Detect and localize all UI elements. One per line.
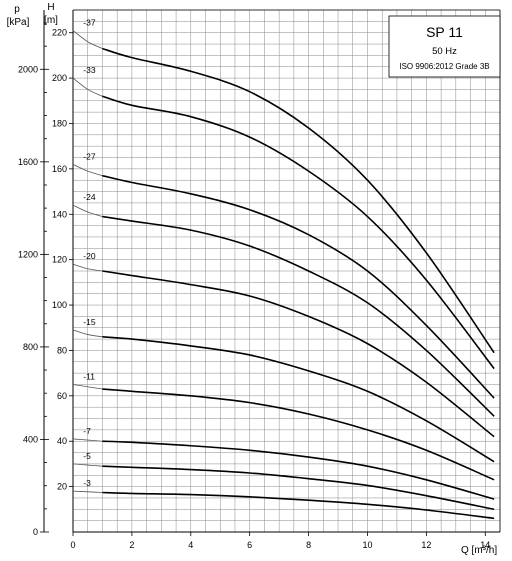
x-tick-label: 8 <box>306 540 311 550</box>
curve-label: -3 <box>83 478 91 488</box>
x-tick-label: 6 <box>247 540 252 550</box>
curve-5 <box>102 465 495 511</box>
curve-15-lead <box>72 329 103 338</box>
head-tick-label: 20 <box>57 482 67 492</box>
head-tick-label: 100 <box>52 300 67 310</box>
pressure-axis-title: p <box>14 4 20 15</box>
curves <box>72 30 495 520</box>
curve-7-lead <box>72 438 103 442</box>
curve-label: -20 <box>83 251 96 261</box>
x-tick-label: 4 <box>188 540 193 550</box>
curve-11 <box>102 388 495 481</box>
x-tick-label: 10 <box>362 540 372 550</box>
legend-frequency: 50 Hz <box>432 46 457 57</box>
curve-label: -15 <box>83 317 96 327</box>
head-tick-label: 80 <box>57 345 67 355</box>
head-axis-title: H <box>47 2 54 13</box>
curve-label: -5 <box>83 451 91 461</box>
head-tick-label: 160 <box>52 164 67 174</box>
curve-3 <box>102 491 495 520</box>
pressure-axis-unit: [kPa] <box>7 17 30 28</box>
x-tick-label: 0 <box>70 540 75 550</box>
curve-label: -37 <box>83 17 96 27</box>
curve-3-lead <box>72 490 103 493</box>
head-tick-label: 40 <box>57 436 67 446</box>
curve-27 <box>102 174 495 399</box>
head-tick-label: 120 <box>52 255 67 265</box>
curve-label: -24 <box>83 192 96 202</box>
head-tick-label: 60 <box>57 391 67 401</box>
curve-label: -27 <box>83 151 96 161</box>
curve-20 <box>102 270 495 438</box>
x-axis-title: Q [m³/h] <box>461 545 497 556</box>
head-tick-label: 200 <box>52 73 67 83</box>
pressure-tick-label: 400 <box>23 434 38 444</box>
x-tick-label: 2 <box>129 540 134 550</box>
curve-24 <box>102 215 495 417</box>
curve-label: -11 <box>83 371 95 381</box>
curve-15 <box>102 336 495 463</box>
curve-37-lead <box>72 30 103 49</box>
head-tick-label: 140 <box>52 209 67 219</box>
curve-label: -7 <box>83 426 91 436</box>
curve-label: -33 <box>83 65 96 75</box>
pressure-tick-label: 2000 <box>18 64 38 74</box>
pressure-tick-label: 0 <box>33 527 38 537</box>
axes <box>40 9 501 536</box>
head-tick-label: 180 <box>52 118 67 128</box>
curve-labels: -37 -33 -27 -24 -20 -15 -11 -7 -5 -3 <box>83 17 96 488</box>
curve-11-lead <box>72 384 103 390</box>
curve-37 <box>102 47 495 354</box>
x-tick-label: 12 <box>421 540 431 550</box>
tick-labels: 0 2 4 6 8 10 12 14 20 40 60 80 100 120 140 160 180 200 220… <box>18 28 490 550</box>
curve-20-lead <box>72 263 103 272</box>
pressure-tick-label: 1600 <box>18 157 38 167</box>
legend: SP 11 50 Hz ISO 9906:2012 Grade 3B <box>388 15 501 78</box>
x-tick-label: 14 <box>480 540 490 550</box>
head-axis-unit: [m] <box>44 15 58 26</box>
curve-33 <box>102 95 495 370</box>
curve-27-lead <box>72 163 103 177</box>
pressure-tick-label: 800 <box>23 342 38 352</box>
curve-33-lead <box>72 77 103 97</box>
curve-5-lead <box>72 463 103 467</box>
legend-standard: ISO 9906:2012 Grade 3B <box>399 62 489 71</box>
head-tick-label: 220 <box>52 28 67 38</box>
legend-title: SP 11 <box>426 24 463 40</box>
pressure-tick-label: 1200 <box>18 249 38 259</box>
curve-7 <box>102 440 495 500</box>
legend-box <box>388 15 501 78</box>
curve-24-lead <box>72 204 103 217</box>
